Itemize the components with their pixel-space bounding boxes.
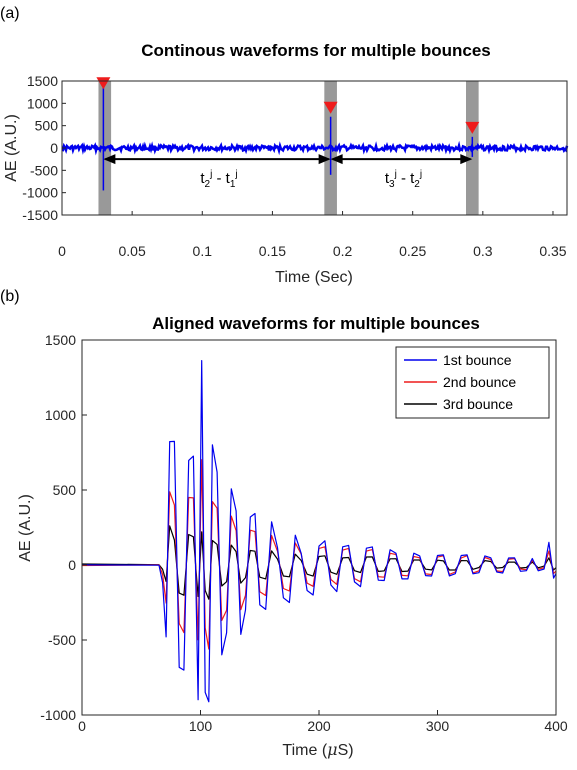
panel-label-a: (a) — [0, 5, 20, 22]
series-line-3 — [81, 525, 557, 600]
y-tick-label: 0 — [68, 557, 76, 573]
y-tick-label: -500 — [48, 632, 76, 648]
series-line-1 — [81, 360, 557, 703]
x-tick-label: 0 — [58, 243, 66, 259]
panel-label-b: (b) — [0, 288, 20, 305]
y-tick-label: 1500 — [27, 73, 58, 89]
interval-label-part: - t — [212, 170, 230, 187]
interval-label-part: 3 — [389, 179, 395, 190]
y-tick-label: -1000 — [40, 707, 76, 723]
chart-b-legend: 1st bounce 2nd bounce 3rd bounce — [395, 346, 550, 419]
interval-label-part: j — [394, 169, 397, 180]
chart-a-x-ticks: 0 0.05 0.1 0.15 0.2 0.25 0.3 0.35 — [58, 211, 567, 259]
interval-label-part: t — [200, 170, 205, 187]
legend-label-2: 2nd bounce — [443, 374, 516, 390]
x-tick-label: 0.15 — [259, 243, 286, 259]
x-tick-label: 200 — [307, 718, 331, 734]
chart-a-y-ticks: 1500 1000 500 0 -500 -1000 -1500 — [22, 73, 66, 223]
bounce-marker-2 — [323, 101, 338, 114]
interval-label-part: - t — [397, 170, 415, 187]
y-tick-label: 1000 — [27, 95, 58, 111]
x-tick-label: 0.2 — [333, 243, 353, 259]
y-tick-label: 0 — [50, 140, 58, 156]
aligned-waveforms — [81, 360, 557, 703]
interval-label-part: 1 — [230, 179, 236, 190]
x-tick-label: 0.25 — [399, 243, 426, 259]
baseline-noise — [61, 140, 569, 156]
y-tick-label: 500 — [35, 118, 59, 134]
interval-arrows: t2j - t1j t3j - t2j — [103, 154, 473, 190]
interval-label-1: t2j - t1j — [200, 169, 237, 190]
y-tick-label: -1000 — [22, 185, 58, 201]
bounce-marker-3 — [465, 121, 480, 134]
x-tick-label: 0.05 — [119, 243, 146, 259]
chart-b-title: Aligned waveforms for multiple bounces — [152, 314, 480, 333]
bounce-markers — [96, 77, 480, 134]
y-tick-label: -1500 — [22, 207, 58, 223]
interval-label-part: j — [209, 169, 212, 180]
arrow-head-left-1 — [103, 154, 116, 165]
x-tick-label: 100 — [189, 718, 213, 734]
legend-label-3: 3rd bounce — [443, 396, 513, 412]
legend-label-1: 1st bounce — [443, 352, 512, 368]
x-label-tail: S) — [338, 742, 354, 759]
y-tick-label: 1000 — [45, 407, 76, 423]
interval-label-part: j — [234, 169, 237, 180]
y-tick-label: 500 — [53, 482, 77, 498]
y-tick-label: 1500 — [45, 332, 76, 348]
y-tick-label: -500 — [30, 162, 58, 178]
x-tick-label: 0.3 — [473, 243, 493, 259]
chart-b-x-ticks: 0 100 200 300 400 — [78, 710, 568, 734]
continuous-waveform — [61, 85, 569, 191]
chart-b-y-ticks: 1500 1000 500 0 -500 -1000 — [40, 332, 87, 723]
x-label-main: Time ( — [282, 742, 327, 759]
x-tick-label: 0 — [78, 718, 86, 734]
interval-label-part: j — [419, 169, 422, 180]
arrow-head-right-1 — [318, 154, 331, 165]
interval-label-part: 2 — [414, 179, 420, 190]
arrow-head-right-2 — [460, 154, 473, 165]
arrow-head-left-2 — [330, 154, 343, 165]
chart-a-y-label: AE (A.U.) — [3, 114, 20, 182]
x-tick-label: 300 — [426, 718, 450, 734]
chart-b-y-label: AE (A.U.) — [17, 494, 34, 562]
interval-label-part: 2 — [205, 179, 211, 190]
x-tick-label: 400 — [544, 718, 568, 734]
chart-b-x-label: Time (μS) — [282, 740, 353, 759]
x-tick-label: 0.35 — [539, 243, 566, 259]
series-line-2 — [81, 459, 557, 650]
bounce-marker-1 — [96, 77, 111, 90]
chart-a-x-label: Time (Sec) — [275, 269, 353, 286]
interval-label-part: t — [385, 170, 390, 187]
interval-label-2: t3j - t2j — [385, 169, 422, 190]
x-tick-label: 0.1 — [193, 243, 213, 259]
x-label-mu: μ — [327, 740, 337, 759]
chart-a-title: Continous waveforms for multiple bounces — [141, 41, 490, 60]
